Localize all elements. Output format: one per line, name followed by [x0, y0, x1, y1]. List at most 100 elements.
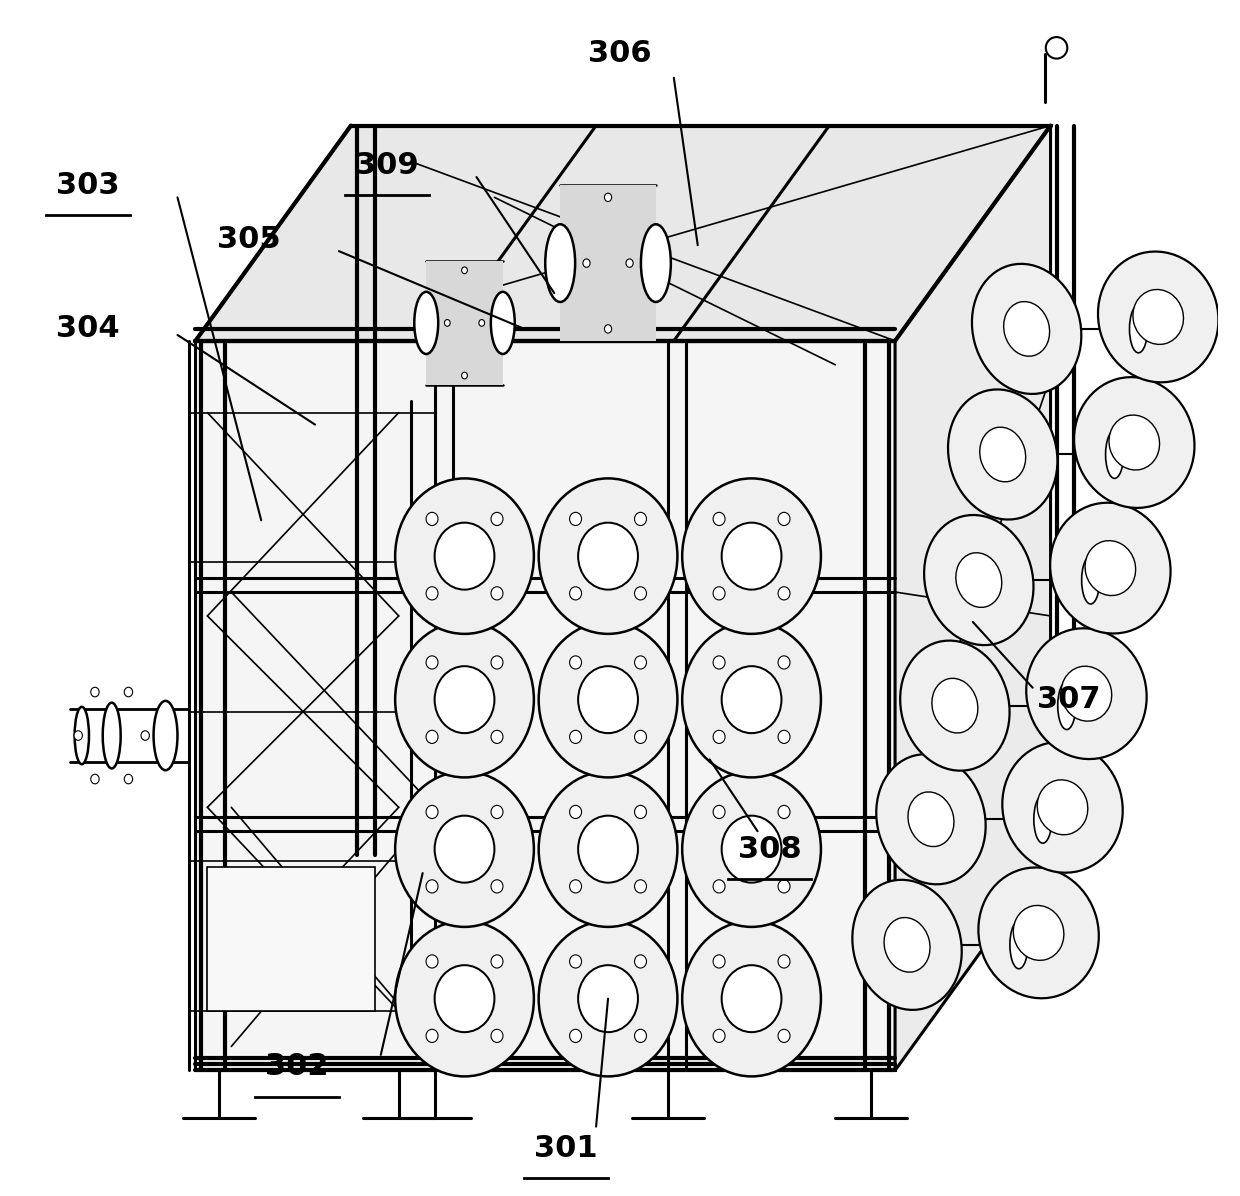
Ellipse shape: [434, 965, 495, 1032]
Ellipse shape: [1097, 251, 1219, 383]
Ellipse shape: [635, 731, 646, 744]
Ellipse shape: [682, 478, 821, 634]
Ellipse shape: [1130, 305, 1147, 353]
Ellipse shape: [538, 478, 677, 634]
Ellipse shape: [641, 225, 671, 303]
Ellipse shape: [427, 1030, 438, 1043]
Ellipse shape: [427, 655, 438, 669]
Text: 306: 306: [588, 39, 652, 68]
Ellipse shape: [491, 805, 503, 818]
Ellipse shape: [635, 512, 646, 525]
Ellipse shape: [491, 731, 503, 744]
Ellipse shape: [141, 731, 149, 740]
Ellipse shape: [461, 267, 467, 274]
Text: 304: 304: [56, 315, 119, 343]
Ellipse shape: [900, 641, 1009, 770]
Ellipse shape: [74, 731, 82, 740]
Ellipse shape: [884, 917, 930, 972]
Ellipse shape: [713, 655, 725, 669]
Ellipse shape: [713, 512, 725, 525]
Ellipse shape: [569, 731, 582, 744]
Ellipse shape: [569, 880, 582, 893]
Text: 308: 308: [738, 835, 801, 864]
Ellipse shape: [578, 816, 637, 883]
Ellipse shape: [491, 1030, 503, 1043]
Ellipse shape: [396, 622, 534, 777]
Ellipse shape: [682, 771, 821, 927]
Ellipse shape: [1061, 666, 1112, 721]
Ellipse shape: [635, 805, 646, 818]
Ellipse shape: [396, 771, 534, 927]
Ellipse shape: [91, 774, 99, 783]
Text: 303: 303: [56, 171, 119, 200]
Ellipse shape: [569, 1030, 582, 1043]
Ellipse shape: [722, 816, 781, 883]
Ellipse shape: [1058, 682, 1075, 730]
Ellipse shape: [604, 193, 611, 201]
Ellipse shape: [682, 921, 821, 1076]
Ellipse shape: [1037, 780, 1087, 835]
Ellipse shape: [434, 666, 495, 733]
Ellipse shape: [103, 702, 120, 768]
Polygon shape: [196, 341, 895, 1070]
Ellipse shape: [427, 805, 438, 818]
Ellipse shape: [777, 655, 790, 669]
Ellipse shape: [1081, 556, 1100, 604]
Ellipse shape: [1003, 301, 1049, 356]
Ellipse shape: [713, 587, 725, 600]
Ellipse shape: [396, 921, 534, 1076]
Ellipse shape: [578, 965, 637, 1032]
Ellipse shape: [932, 678, 978, 733]
Ellipse shape: [1050, 502, 1171, 634]
Ellipse shape: [444, 319, 450, 327]
Ellipse shape: [569, 954, 582, 968]
Ellipse shape: [682, 622, 821, 777]
Ellipse shape: [777, 587, 790, 600]
Ellipse shape: [583, 260, 590, 268]
Ellipse shape: [713, 1030, 725, 1043]
Ellipse shape: [626, 260, 634, 268]
Ellipse shape: [949, 390, 1058, 519]
Text: 301: 301: [534, 1134, 598, 1163]
Ellipse shape: [924, 515, 1033, 645]
Ellipse shape: [1106, 431, 1123, 478]
Ellipse shape: [124, 688, 133, 697]
Ellipse shape: [978, 867, 1099, 999]
Ellipse shape: [546, 225, 575, 303]
Text: 307: 307: [1037, 685, 1100, 714]
Ellipse shape: [427, 954, 438, 968]
Ellipse shape: [569, 587, 582, 600]
Text: 305: 305: [217, 225, 281, 254]
Ellipse shape: [877, 755, 986, 884]
Ellipse shape: [1002, 742, 1122, 873]
Ellipse shape: [569, 512, 582, 525]
Ellipse shape: [635, 587, 646, 600]
Ellipse shape: [1027, 628, 1147, 759]
Ellipse shape: [777, 1030, 790, 1043]
Ellipse shape: [427, 880, 438, 893]
Ellipse shape: [1013, 905, 1064, 960]
Ellipse shape: [1074, 377, 1194, 508]
Ellipse shape: [722, 523, 781, 590]
Ellipse shape: [538, 622, 677, 777]
Ellipse shape: [491, 512, 503, 525]
Ellipse shape: [777, 880, 790, 893]
Ellipse shape: [980, 427, 1025, 482]
Ellipse shape: [956, 553, 1002, 608]
Ellipse shape: [635, 655, 646, 669]
Bar: [560, 185, 656, 341]
Ellipse shape: [427, 587, 438, 600]
Ellipse shape: [713, 954, 725, 968]
Ellipse shape: [1034, 795, 1052, 843]
Bar: [207, 867, 374, 1011]
Polygon shape: [196, 126, 1050, 341]
Ellipse shape: [908, 792, 954, 847]
Polygon shape: [895, 126, 1050, 1070]
Ellipse shape: [491, 292, 515, 354]
Ellipse shape: [722, 666, 781, 733]
Ellipse shape: [427, 512, 438, 525]
Text: 302: 302: [265, 1052, 329, 1081]
Ellipse shape: [713, 880, 725, 893]
Text: 309: 309: [355, 151, 419, 179]
Ellipse shape: [491, 587, 503, 600]
